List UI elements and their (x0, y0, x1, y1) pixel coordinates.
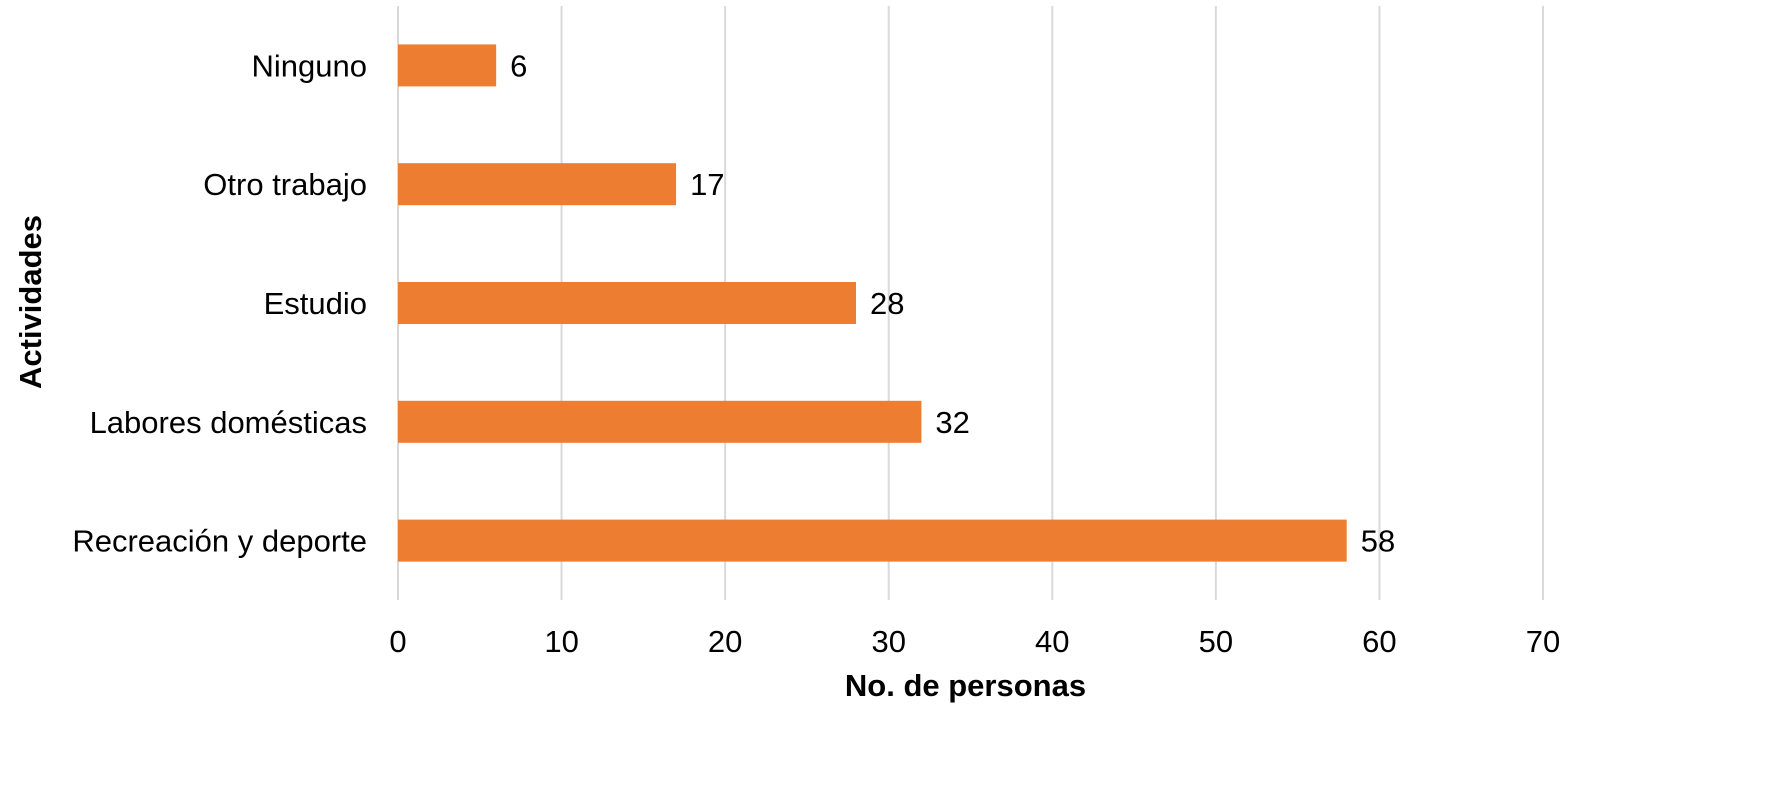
x-tick-label: 10 (544, 624, 578, 659)
bar (398, 163, 677, 206)
bar (398, 519, 1347, 562)
x-tick-label: 70 (1526, 624, 1560, 659)
category-label: Recreación y deporte (72, 524, 367, 559)
x-tick-label: 50 (1199, 624, 1233, 659)
category-label: Estudio (264, 286, 367, 321)
x-tick-label: 0 (389, 624, 406, 659)
category-label: Ninguno (252, 48, 367, 83)
x-tick-label: 60 (1362, 624, 1396, 659)
x-tick-labels: 0 10 20 30 40 50 60 70 (389, 624, 1560, 659)
bar (398, 44, 497, 87)
bar (398, 282, 856, 324)
data-label: 17 (690, 167, 724, 202)
y-axis-title: Actividades (13, 215, 48, 389)
data-label: 32 (935, 405, 969, 440)
category-label: Otro trabajo (203, 167, 367, 202)
bars (398, 44, 1347, 562)
x-tick-label: 30 (871, 624, 905, 659)
category-label: Labores domésticas (90, 405, 367, 440)
x-tick-label: 20 (708, 624, 742, 659)
x-axis-title: No. de personas (845, 668, 1086, 703)
data-label: 6 (510, 48, 527, 83)
bar (398, 400, 922, 443)
data-label: 28 (870, 286, 904, 321)
category-labels: Ninguno Otro trabajo Estudio Labores domést… (72, 48, 367, 558)
x-tick-label: 40 (1035, 624, 1069, 659)
data-label: 58 (1361, 524, 1395, 559)
data-labels: 6 17 28 32 58 (510, 48, 1395, 558)
